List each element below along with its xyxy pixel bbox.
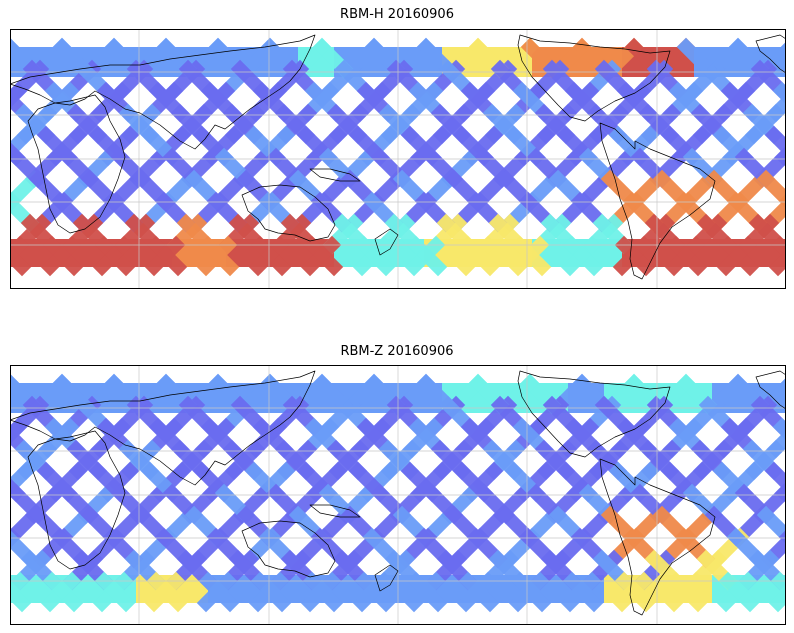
swath-band-cell <box>496 239 515 267</box>
swath-segment <box>768 585 786 613</box>
swath-segment <box>562 235 604 277</box>
swath-segment <box>146 235 188 277</box>
swath-band-cell <box>496 575 515 603</box>
data-swaths <box>10 37 786 277</box>
swath-segment <box>10 461 36 497</box>
swath-segment <box>198 235 240 277</box>
swath-segment <box>250 235 292 277</box>
panel-title-top: RBM-H 20160906 <box>340 7 454 22</box>
swath-segment <box>458 571 500 613</box>
swath-segment <box>42 571 84 613</box>
swath-segment <box>562 571 604 613</box>
swath-segment <box>666 235 708 277</box>
map-frame <box>10 29 786 289</box>
panel-title-bottom: RBM-Z 20160906 <box>340 344 454 359</box>
swath-segment <box>718 571 760 613</box>
swath-segment <box>10 571 30 601</box>
swath-segment <box>510 235 552 277</box>
map-frame <box>10 365 786 625</box>
swath-segment <box>768 249 786 277</box>
swath-segment <box>10 125 36 161</box>
swath-segment <box>666 571 708 613</box>
swath-band-cell <box>28 575 47 603</box>
coastlines <box>10 34 786 280</box>
swath-segment <box>406 235 448 277</box>
map-panel-bottom <box>10 365 786 625</box>
swath-band-cell <box>388 575 407 603</box>
swath-segment <box>250 571 292 613</box>
swath-segment <box>94 235 136 277</box>
coastlines <box>10 370 786 616</box>
swath-band-cell <box>442 575 461 603</box>
swath-segment <box>94 571 136 613</box>
swath-segment <box>458 235 500 277</box>
swath-segment <box>42 235 84 277</box>
swath-segment <box>614 235 656 277</box>
swath-band-cell <box>28 239 47 267</box>
swath-segment <box>10 235 30 265</box>
swath-segment <box>770 571 786 597</box>
graticule <box>10 29 786 289</box>
swath-segment <box>510 571 552 613</box>
swath-segment <box>302 235 344 277</box>
swath-band-cell <box>442 239 461 267</box>
swath-segment <box>614 571 656 613</box>
swath-segment <box>354 571 396 613</box>
swath-segment <box>198 571 240 613</box>
swath-segment <box>718 235 760 277</box>
graticule <box>10 365 786 625</box>
swath-segment <box>406 571 448 613</box>
swath-band-cell <box>388 239 407 267</box>
swath-segment <box>354 235 396 277</box>
swath-segment <box>146 571 188 613</box>
data-swaths <box>10 373 786 613</box>
swath-segment <box>770 235 786 261</box>
swath-segment <box>302 571 344 613</box>
map-panel-top <box>10 29 786 289</box>
